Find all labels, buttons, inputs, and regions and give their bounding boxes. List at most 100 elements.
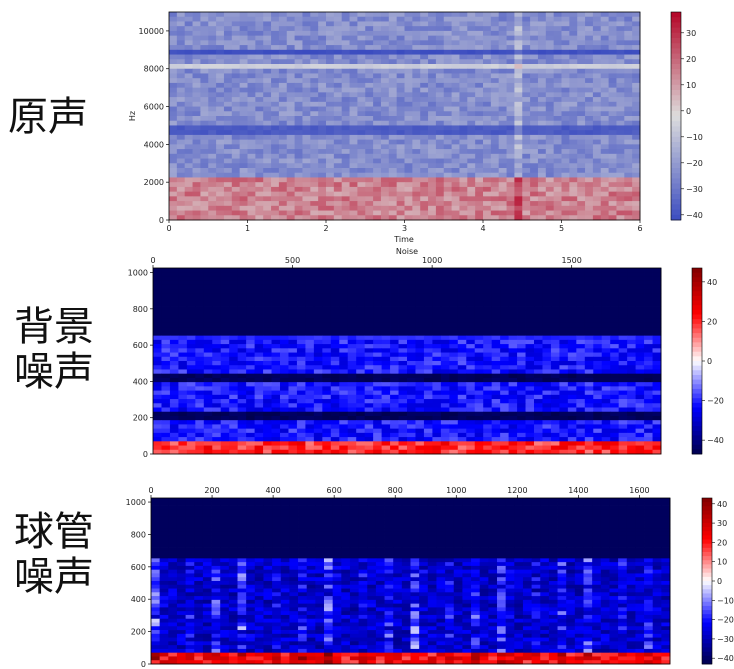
heatmap-cell (415, 415, 425, 421)
heatmap-cell (326, 158, 335, 164)
heatmap-cell (271, 120, 280, 126)
heatmap-cell (475, 139, 484, 145)
heatmap-cell (652, 306, 662, 311)
heatmap-cell (365, 30, 374, 37)
heatmap-cell (318, 78, 327, 84)
colorbar-segment (671, 178, 681, 184)
heatmap-cell (561, 12, 570, 18)
heatmap-cell (310, 49, 319, 55)
heatmap-cell (483, 186, 492, 193)
heatmap-cell (330, 361, 340, 366)
heatmap-cell (624, 87, 633, 93)
heatmap-cell (263, 403, 272, 408)
heatmap-cell (223, 45, 233, 51)
colorbar-frame (670, 11, 682, 221)
heatmap-cell (192, 16, 201, 22)
heatmap-cell (216, 186, 225, 193)
heatmap-cell (330, 344, 340, 349)
heatmap-cell (200, 78, 209, 84)
heatmap-cell (231, 73, 241, 79)
heatmap-cell (577, 210, 586, 216)
heatmap-cell (542, 310, 552, 315)
heatmap-cell (229, 394, 239, 400)
heatmap-cell (542, 365, 552, 370)
heatmap-cell (435, 78, 445, 84)
heatmap-cell (161, 403, 171, 408)
heatmap-cell (474, 348, 484, 353)
heatmap-cell (192, 186, 201, 193)
heatmap-cell (302, 26, 311, 32)
heatmap-cell (192, 92, 201, 98)
heatmap-cell (514, 45, 523, 51)
heatmap-cell (553, 21, 562, 27)
heatmap-cell (576, 399, 586, 404)
heatmap-cell (483, 373, 493, 379)
heatmap-cell (608, 16, 617, 22)
heatmap-cell (169, 289, 179, 294)
heatmap-cell (286, 30, 295, 37)
heatmap-cell (184, 54, 193, 60)
heatmap-cell (407, 268, 416, 273)
heatmap-cell (537, 158, 547, 164)
heatmap-cell (506, 144, 515, 150)
heatmap-cell (407, 344, 416, 349)
heatmap-cell (522, 54, 531, 60)
heatmap-cell (550, 377, 560, 383)
heatmap-cell (247, 30, 256, 37)
heatmap-cell (349, 168, 358, 174)
heatmap-cell (608, 26, 617, 32)
heatmap-cell (553, 97, 562, 103)
heatmap-cell (357, 177, 366, 183)
heatmap-cell (644, 284, 653, 290)
heatmap-cell (373, 106, 382, 112)
heatmap-cell (288, 272, 298, 277)
heatmap-cell (380, 21, 390, 27)
heatmap-cell (373, 153, 382, 159)
heatmap-cell (373, 411, 382, 417)
heatmap-cell (616, 16, 625, 22)
heatmap-cell (443, 116, 452, 122)
heatmap-cell (618, 420, 628, 425)
heatmap-cell (483, 87, 492, 93)
heatmap-cell (347, 348, 357, 353)
heatmap-cell (263, 139, 272, 145)
heatmap-cell (616, 49, 625, 55)
heatmap-cell (576, 386, 586, 391)
heatmap-cell (530, 172, 539, 178)
heatmap-cell (449, 318, 459, 324)
heatmap-cell (302, 210, 311, 216)
heatmap-cell (449, 293, 459, 298)
heatmap-cell (373, 158, 382, 164)
heatmap-cell (522, 120, 531, 126)
heatmap-cell (624, 158, 633, 164)
heatmap-cell (530, 215, 539, 221)
heatmap-cell (305, 335, 315, 341)
heatmap-cell (545, 158, 555, 164)
heatmap-cell (600, 87, 609, 93)
heatmap-cell (396, 134, 405, 141)
heatmap-cell (616, 21, 625, 27)
colorbar-tick-label: 30 (686, 29, 696, 38)
heatmap-cell (302, 201, 311, 207)
heatmap-cell (200, 97, 209, 103)
heatmap-cell (153, 293, 162, 298)
heatmap-cell (491, 268, 501, 273)
heatmap-cell (542, 369, 552, 375)
heatmap-cell (498, 158, 507, 164)
heatmap-cell (577, 182, 586, 188)
heatmap-cell (396, 149, 405, 155)
heatmap-cell (169, 106, 178, 112)
heatmap-cell (616, 101, 625, 107)
heatmap-cell (263, 168, 272, 174)
heatmap-cell (263, 272, 272, 277)
heatmap-cell (296, 403, 306, 408)
heatmap-cell (435, 97, 445, 103)
heatmap-cell (357, 168, 366, 174)
heatmap-cell (451, 158, 460, 164)
heatmap-cell (428, 205, 437, 211)
heatmap-cell (356, 314, 366, 320)
heatmap-cell (208, 172, 217, 178)
heatmap-cell (627, 344, 636, 349)
heatmap-cell (296, 335, 306, 341)
heatmap-cell (263, 73, 272, 79)
